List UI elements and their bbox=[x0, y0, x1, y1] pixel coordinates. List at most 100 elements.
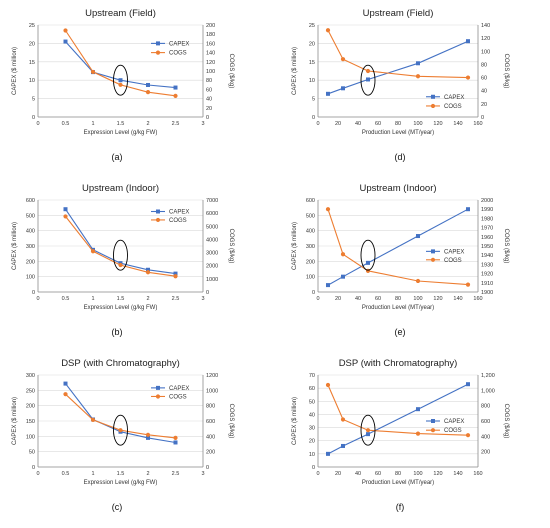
chart-title: Upstream (Indoor) bbox=[82, 183, 159, 194]
y-tick-label: 60 bbox=[309, 386, 315, 392]
x-tick-label: 120 bbox=[433, 471, 442, 477]
data-point-capex bbox=[341, 443, 345, 448]
data-point-capex bbox=[63, 39, 68, 44]
data-point-capex bbox=[416, 61, 420, 66]
y-tick-label: 300 bbox=[306, 244, 315, 250]
y2-tick-label: 600 bbox=[206, 419, 215, 425]
legend-marker-cogs bbox=[155, 394, 161, 399]
y2-tick-label: 0 bbox=[206, 465, 209, 471]
legend-label-capex: CAPEX bbox=[444, 95, 464, 101]
x-tick-label: 2.5 bbox=[172, 471, 180, 477]
y2-tick-label: 6000 bbox=[206, 211, 218, 217]
x-tick-label: 160 bbox=[473, 471, 482, 477]
data-point-cogs bbox=[145, 90, 151, 95]
data-point-capex bbox=[63, 381, 68, 386]
y2-tick-label: 1920 bbox=[481, 272, 493, 278]
y2-tick-label: 400 bbox=[481, 434, 490, 440]
panel-label: (c) bbox=[112, 502, 123, 512]
x-axis-label: Expression Level (g/kg FW) bbox=[84, 130, 158, 136]
y-tick-label: 0 bbox=[312, 465, 315, 471]
data-point-cogs bbox=[173, 274, 178, 279]
y2-tick-label: 1,200 bbox=[481, 373, 495, 379]
data-point-capex bbox=[366, 260, 370, 265]
y-tick-label: 0 bbox=[312, 115, 315, 121]
x-tick-label: 60 bbox=[375, 121, 381, 127]
data-point-capex bbox=[146, 82, 150, 87]
x-tick-label: 0 bbox=[36, 471, 39, 477]
data-point-cogs bbox=[325, 28, 331, 33]
x-tick-label: 1 bbox=[91, 296, 94, 302]
data-point-capex bbox=[416, 234, 420, 239]
y2-tick-label: 1950 bbox=[481, 244, 493, 250]
data-point-cogs bbox=[145, 270, 151, 275]
data-point-cogs bbox=[365, 428, 371, 433]
data-point-cogs bbox=[325, 207, 331, 212]
data-point-cogs bbox=[173, 93, 178, 98]
y2-axis-label: COGS ($/kg) bbox=[503, 54, 509, 89]
y2-tick-label: 0 bbox=[206, 115, 209, 121]
legend-label-cogs: COGS bbox=[444, 104, 462, 110]
x-tick-label: 2 bbox=[146, 471, 149, 477]
data-point-cogs bbox=[415, 431, 421, 436]
y2-tick-label: 1940 bbox=[481, 253, 493, 259]
data-point-capex bbox=[466, 382, 470, 387]
y-axis-label: CAPEX ($ million) bbox=[292, 222, 298, 270]
y-tick-label: 300 bbox=[26, 373, 35, 379]
x-tick-label: 80 bbox=[395, 471, 401, 477]
y2-tick-label: 200 bbox=[481, 450, 490, 456]
data-point-cogs bbox=[145, 432, 151, 437]
data-point-cogs bbox=[63, 214, 68, 219]
y2-tick-label: 140 bbox=[481, 23, 490, 29]
panel-label: (a) bbox=[112, 152, 123, 162]
y2-tick-label: 200 bbox=[206, 450, 215, 456]
legend-label-capex: CAPEX bbox=[444, 419, 464, 425]
data-point-cogs bbox=[90, 417, 96, 422]
y-tick-label: 100 bbox=[26, 434, 35, 440]
panel-label: (f) bbox=[396, 502, 405, 512]
legend-label-capex: CAPEX bbox=[169, 210, 189, 216]
y2-tick-label: 60 bbox=[481, 76, 487, 82]
legend-label-capex: CAPEX bbox=[444, 249, 464, 255]
chart-title: DSP (with Chromatography) bbox=[339, 358, 458, 369]
y-tick-label: 5 bbox=[312, 97, 315, 103]
data-point-capex bbox=[146, 435, 150, 440]
y2-tick-label: 1930 bbox=[481, 262, 493, 268]
y2-tick-label: 1910 bbox=[481, 281, 493, 287]
x-tick-label: 20 bbox=[335, 471, 341, 477]
data-point-cogs bbox=[365, 68, 371, 74]
y2-tick-label: 1000 bbox=[206, 388, 218, 394]
y-tick-label: 250 bbox=[26, 388, 35, 394]
x-tick-label: 1.5 bbox=[117, 471, 125, 477]
data-point-capex bbox=[466, 39, 470, 44]
x-tick-label: 120 bbox=[433, 296, 442, 302]
highlight-ellipse bbox=[360, 414, 376, 446]
y2-tick-label: 20 bbox=[206, 106, 212, 112]
legend-label-capex: CAPEX bbox=[169, 386, 189, 392]
legend-marker-capex bbox=[431, 249, 435, 254]
y2-tick-label: 200 bbox=[206, 23, 215, 29]
x-tick-label: 0 bbox=[36, 296, 39, 302]
y-tick-label: 30 bbox=[309, 426, 315, 432]
y-tick-label: 15 bbox=[29, 60, 35, 66]
data-point-capex bbox=[146, 267, 150, 272]
x-tick-label: 100 bbox=[413, 471, 422, 477]
y-tick-label: 300 bbox=[26, 244, 35, 250]
x-tick-label: 100 bbox=[413, 121, 422, 127]
data-point-cogs bbox=[465, 75, 471, 80]
y-tick-label: 400 bbox=[26, 229, 35, 235]
highlight-ellipse bbox=[360, 64, 376, 96]
x-axis-label: Expression Level (g/kg FW) bbox=[84, 305, 158, 311]
y-axis-label: CAPEX ($ million) bbox=[12, 47, 18, 95]
y2-tick-label: 1970 bbox=[481, 226, 493, 232]
y2-tick-label: 4000 bbox=[206, 237, 218, 243]
y2-tick-label: 1960 bbox=[481, 235, 493, 241]
chart-panel-5: DSP (with Chromatography)050100150200250… bbox=[12, 358, 234, 512]
legend-label-cogs: COGS bbox=[169, 51, 187, 57]
legend-label-cogs: COGS bbox=[444, 258, 462, 264]
legend-label-cogs: COGS bbox=[169, 218, 187, 224]
x-tick-label: 60 bbox=[375, 296, 381, 302]
y-tick-label: 600 bbox=[26, 198, 35, 204]
series-line-cogs bbox=[327, 30, 469, 79]
x-tick-label: 40 bbox=[355, 471, 361, 477]
